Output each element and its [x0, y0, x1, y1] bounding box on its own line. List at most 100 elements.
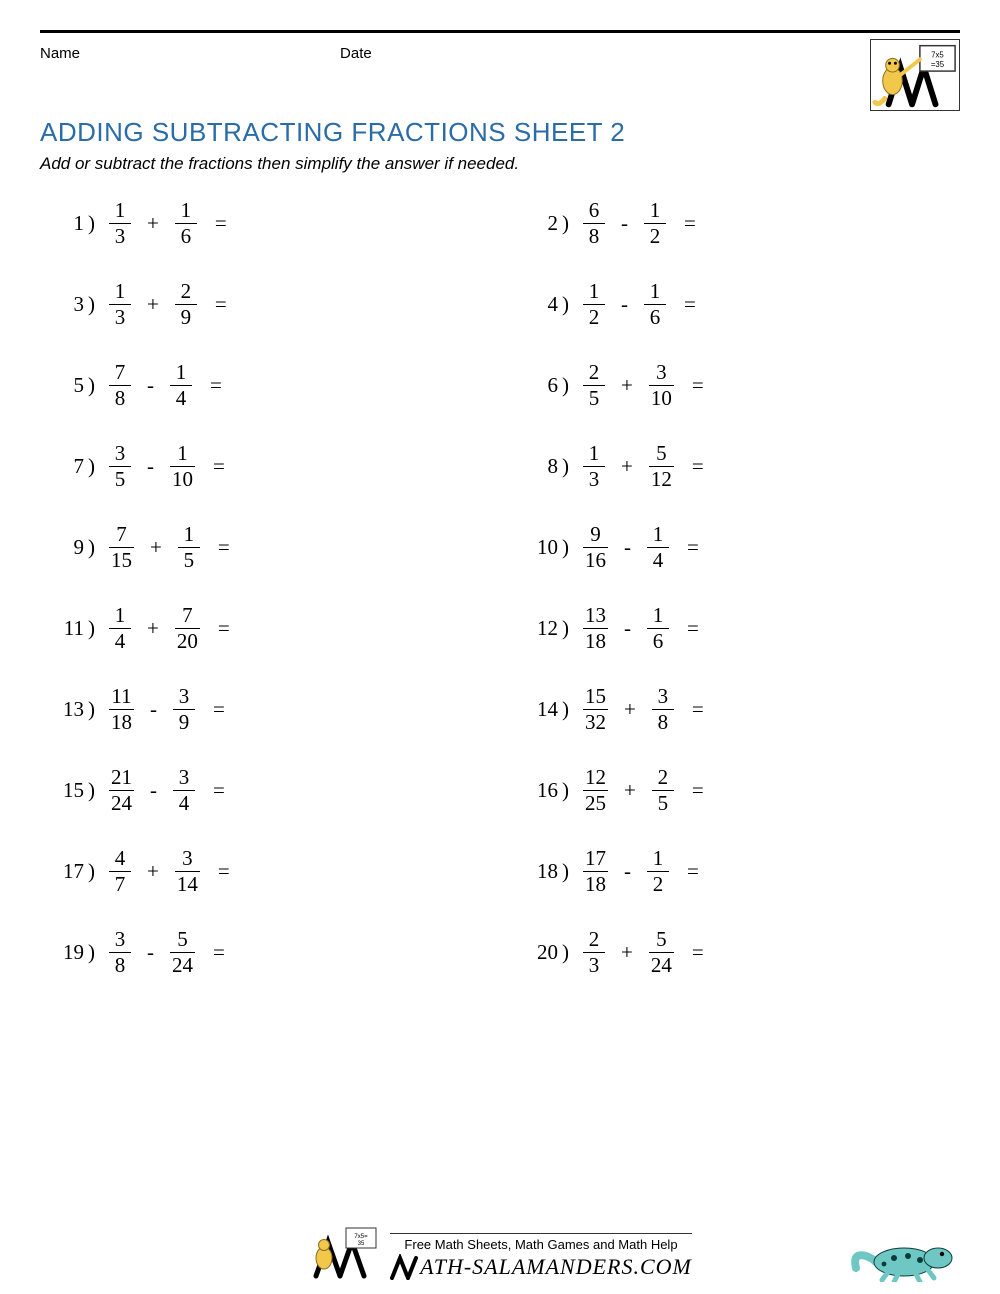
fraction-b: 720 [169, 605, 206, 652]
operator: - [614, 616, 641, 641]
paren: ) [88, 211, 103, 236]
denominator: 6 [175, 223, 197, 247]
problem-row: 17)47+314= [46, 848, 480, 895]
denominator: 18 [109, 709, 134, 733]
equals: = [206, 859, 230, 884]
problem-number: 12 [520, 616, 562, 641]
denominator: 18 [583, 628, 608, 652]
denominator: 3 [583, 952, 605, 976]
denominator: 8 [109, 385, 131, 409]
fraction-b: 38 [646, 686, 680, 733]
fraction-b: 34 [167, 767, 201, 814]
fraction-a: 12 [577, 281, 611, 328]
denominator: 10 [170, 466, 195, 490]
denominator: 5 [652, 790, 674, 814]
fraction-a: 35 [103, 443, 137, 490]
logo-board-text: 7x5 [931, 50, 944, 59]
operator: + [611, 454, 643, 479]
problem-row: 8)13+512= [520, 443, 954, 490]
numerator: 5 [654, 929, 669, 952]
problem-row: 20)23+524= [520, 929, 954, 976]
denominator: 2 [644, 223, 666, 247]
problem-number: 3 [46, 292, 88, 317]
equals: = [203, 292, 227, 317]
denominator: 2 [647, 871, 669, 895]
numerator: 1 [175, 443, 190, 466]
problem-row: 16)1225+25= [520, 767, 954, 814]
denominator: 2 [583, 304, 605, 328]
paren: ) [562, 454, 577, 479]
fraction-b: 16 [169, 200, 203, 247]
numerator: 2 [587, 362, 602, 385]
svg-text:7x5=: 7x5= [355, 1234, 369, 1240]
denominator: 3 [583, 466, 605, 490]
footer-tagline: Free Math Sheets, Math Games and Math He… [390, 1233, 692, 1252]
fraction-a: 916 [577, 524, 614, 571]
paren: ) [88, 535, 103, 560]
problem-number: 6 [520, 373, 562, 398]
operator: - [137, 940, 164, 965]
numerator: 1 [182, 524, 197, 547]
paren: ) [562, 535, 577, 560]
denominator: 24 [109, 790, 134, 814]
problem-number: 7 [46, 454, 88, 479]
denominator: 8 [652, 709, 674, 733]
numerator: 12 [583, 767, 608, 790]
equals: = [201, 940, 225, 965]
numerator: 21 [109, 767, 134, 790]
numerator: 7 [113, 362, 128, 385]
paren: ) [88, 292, 103, 317]
operator: - [137, 373, 164, 398]
fraction-a: 25 [577, 362, 611, 409]
denominator: 10 [649, 385, 674, 409]
numerator: 5 [175, 929, 190, 952]
logo-icon: 7x5 =35 [870, 39, 960, 111]
denominator: 4 [647, 547, 669, 571]
denominator: 9 [173, 709, 195, 733]
fraction-a: 1532 [577, 686, 614, 733]
name-label: Name [40, 45, 80, 62]
fraction-b: 25 [646, 767, 680, 814]
fraction-a: 13 [103, 281, 137, 328]
denominator: 5 [583, 385, 605, 409]
fraction-a: 13 [103, 200, 137, 247]
problem-number: 1 [46, 211, 88, 236]
svg-text:=35: =35 [931, 60, 945, 69]
equals: = [680, 940, 704, 965]
numerator: 3 [654, 362, 669, 385]
operator: - [140, 697, 167, 722]
fraction-b: 39 [167, 686, 201, 733]
operator: - [140, 778, 167, 803]
fraction-b: 16 [638, 281, 672, 328]
equals: = [680, 778, 704, 803]
problem-row: 11)14+720= [46, 605, 480, 652]
denominator: 4 [170, 385, 192, 409]
numerator: 2 [587, 929, 602, 952]
problem-number: 4 [520, 292, 562, 317]
paren: ) [562, 859, 577, 884]
fraction-a: 78 [103, 362, 137, 409]
equals: = [675, 535, 699, 560]
denominator: 6 [647, 628, 669, 652]
paren: ) [562, 616, 577, 641]
problem-row: 10)916-14= [520, 524, 954, 571]
denominator: 24 [170, 952, 195, 976]
problem-row: 18)1718-12= [520, 848, 954, 895]
fraction-b: 12 [638, 200, 672, 247]
fraction-b: 15 [172, 524, 206, 571]
problem-row: 1)13+16= [46, 200, 480, 247]
operator: + [137, 859, 169, 884]
problem-number: 17 [46, 859, 88, 884]
operator: - [614, 859, 641, 884]
numerator: 1 [648, 281, 663, 304]
operator: + [611, 373, 643, 398]
denominator: 25 [583, 790, 608, 814]
numerator: 3 [177, 767, 192, 790]
denominator: 24 [649, 952, 674, 976]
problem-row: 19)38-524= [46, 929, 480, 976]
denominator: 3 [109, 223, 131, 247]
fraction-a: 23 [577, 929, 611, 976]
numerator: 1 [113, 281, 128, 304]
numerator: 2 [179, 281, 194, 304]
operator: - [611, 211, 638, 236]
